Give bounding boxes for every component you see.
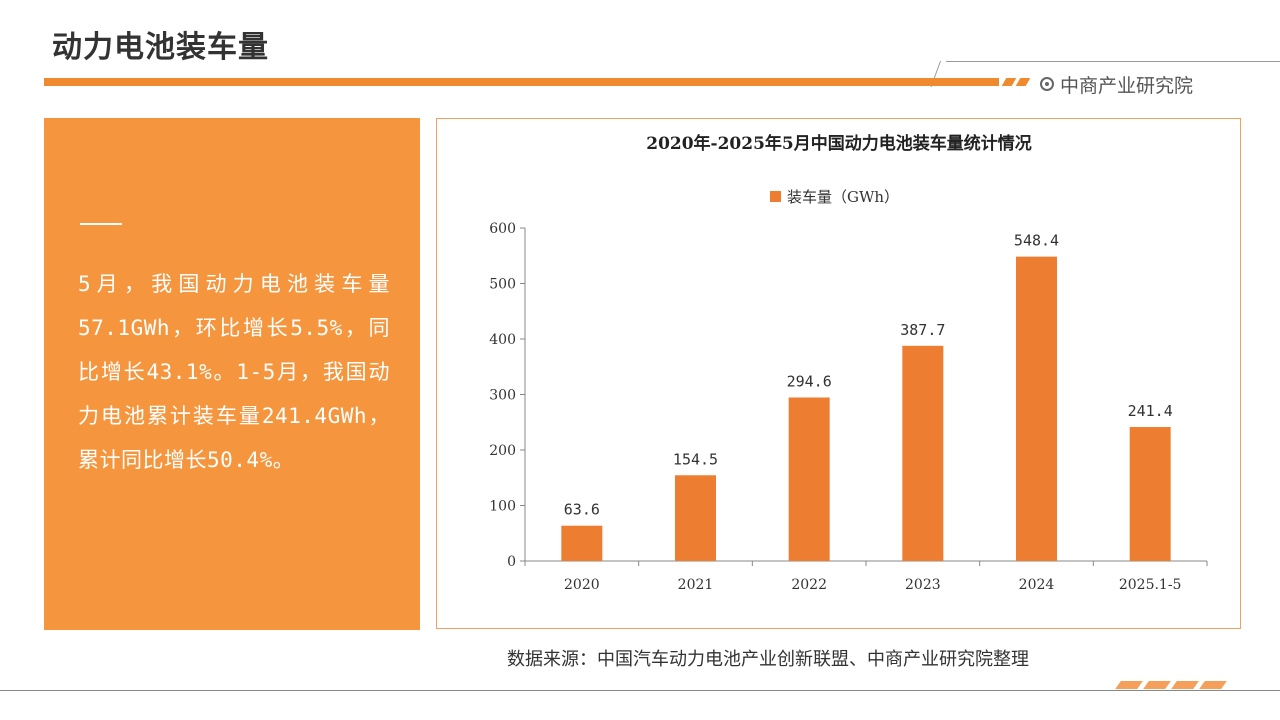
x-tick-label: 2021	[678, 577, 714, 593]
footer-stripe	[1199, 681, 1227, 689]
data-label: 387.7	[900, 321, 945, 339]
y-tick-label: 200	[489, 443, 516, 459]
brand-name: 中商产业研究院	[1060, 74, 1194, 97]
header-stripe	[1015, 78, 1031, 86]
data-label: 63.6	[564, 501, 600, 519]
summary-panel: 5月，我国动力电池装车量57.1GWh，环比增长5.5%，同比增长43.1%。1…	[44, 118, 420, 630]
y-tick-label: 500	[489, 277, 516, 293]
header-stripe	[1001, 78, 1017, 86]
x-tick-label: 2023	[905, 577, 941, 593]
x-tick-label: 2022	[791, 577, 827, 593]
data-label: 154.5	[673, 450, 718, 468]
x-tick-label: 2020	[564, 577, 600, 593]
bar	[1016, 256, 1057, 561]
brand: 中商产业研究院	[1040, 70, 1193, 98]
data-label: 241.4	[1128, 402, 1173, 420]
plot-area: 0 100 200 300 400 500 600 63.6 2020 154.5 2021 294.…	[489, 221, 1208, 593]
footer-stripe	[1171, 681, 1199, 689]
footer-line	[0, 690, 1280, 691]
bar	[675, 475, 716, 561]
y-tick-label: 100	[489, 499, 516, 515]
legend-swatch	[770, 191, 781, 202]
bar-chart: 2020年-2025年5月中国动力电池装车量统计情况 装车量（GWh） 0 100…	[489, 133, 1208, 593]
panel-divider	[80, 223, 122, 225]
bar	[561, 525, 603, 561]
data-label: 548.4	[1014, 232, 1059, 250]
legend-label: 装车量（GWh）	[787, 188, 899, 206]
bar	[788, 397, 830, 561]
y-tick-label: 0	[507, 554, 516, 570]
x-tick-label: 2024	[1019, 577, 1055, 593]
x-tick-label: 2025.1-5	[1119, 577, 1182, 593]
bar	[1129, 427, 1171, 561]
y-tick-label: 600	[489, 221, 516, 237]
footer-stripe	[1115, 681, 1143, 689]
chart-container: 2020年-2025年5月中国动力电池装车量统计情况 装车量（GWh） 0 100…	[436, 118, 1241, 629]
chart-title: 2020年-2025年5月中国动力电池装车量统计情况	[646, 133, 1032, 154]
page-title: 动力电池装车量	[52, 30, 269, 65]
header-accent-bar	[44, 78, 999, 86]
header-divider-line	[946, 61, 1280, 62]
source-note: 数据来源：中国汽车动力电池产业创新联盟、中商产业研究院整理	[507, 649, 1029, 670]
data-label: 294.6	[787, 372, 832, 390]
bar	[902, 345, 944, 561]
brand-logo-icon	[1040, 77, 1054, 91]
summary-text: 5月，我国动力电池装车量57.1GWh，环比增长5.5%，同比增长43.1%。1…	[78, 272, 390, 472]
y-tick-label: 300	[489, 388, 516, 404]
footer-stripe	[1143, 681, 1171, 689]
y-tick-label: 400	[489, 332, 516, 348]
